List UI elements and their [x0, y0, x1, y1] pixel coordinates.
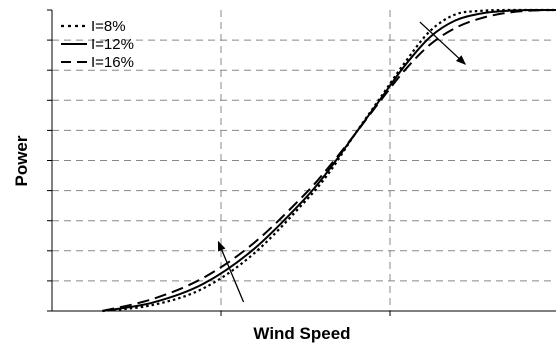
- legend-label-1: I=8%: [91, 18, 126, 35]
- arrow-2: [419, 21, 467, 65]
- series-lines: [102, 8, 556, 313]
- grid: [52, 10, 556, 311]
- legend-label-2: I=12%: [91, 36, 134, 53]
- series-line-2: [102, 8, 556, 312]
- legend-label-3: I=16%: [91, 54, 134, 71]
- series-line-1: [102, 8, 556, 313]
- y-axis-title: Power: [12, 135, 31, 186]
- series-line-3: [102, 9, 556, 312]
- x-axis-title: Wind Speed: [253, 324, 350, 343]
- legend: I=8%I=12%I=16%: [61, 18, 134, 71]
- annotation-arrows: [217, 21, 467, 303]
- axes: [47, 9, 556, 316]
- arrow-1: [217, 240, 245, 303]
